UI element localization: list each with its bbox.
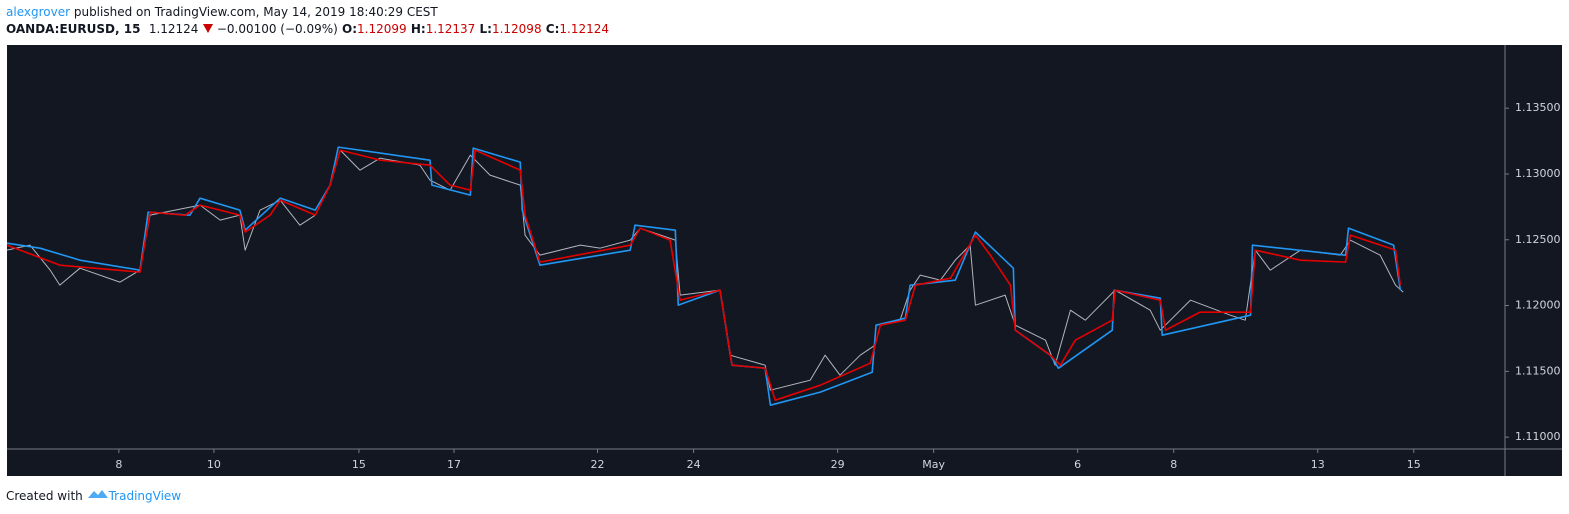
x-tick-label: 13: [1311, 458, 1325, 471]
open: 1.12099: [357, 22, 407, 36]
footer: Created with TradingView: [6, 488, 181, 503]
x-tick-label: 6: [1074, 458, 1081, 471]
x-tick-label: 15: [352, 458, 366, 471]
chart: 1.11000 1.11500 1.12000 1.12500 1.13000 1.135…: [6, 45, 1562, 476]
y-tick-label: 1.13000: [1515, 167, 1561, 180]
x-tick-label: 8: [1170, 458, 1177, 471]
x-tick-label: May: [922, 458, 945, 471]
chart-background: [7, 45, 1562, 476]
x-tick-label: 8: [115, 458, 122, 471]
x-tick-label: 15: [1407, 458, 1421, 471]
y-tick-label: 1.13500: [1515, 101, 1561, 114]
low: 1.12098: [491, 22, 542, 36]
logo: [87, 490, 108, 498]
symbol: OANDA:EURUSD, 15: [6, 22, 141, 36]
x-tick-label: 24: [687, 458, 701, 471]
price-line: [6, 149, 1402, 401]
symbol-bar: OANDA:EURUSD, 15 1.12124 −0.00100 (−0.09…: [6, 22, 609, 36]
y-tick-label: 1.12500: [1515, 233, 1561, 246]
change: −0.00100 (−0.09%): [216, 22, 338, 36]
y-tick-label: 1.12000: [1515, 299, 1561, 312]
published: published on TradingView.com, May 14, 20…: [73, 5, 438, 19]
author[interactable]: alexgrover: [6, 5, 71, 19]
open-label: O:: [342, 22, 358, 36]
created-with: Created with: [6, 489, 83, 503]
price-line: [6, 149, 1404, 391]
x-tick-label: 22: [591, 458, 605, 471]
high: 1.12137: [425, 22, 476, 36]
x-tick-label: 17: [447, 458, 461, 471]
high-label: H:: [410, 22, 426, 36]
last-price: 1.12124: [148, 22, 199, 36]
down-arrow: [202, 24, 213, 33]
low-label: L:: [479, 22, 492, 36]
x-tick-label: 10: [207, 458, 221, 471]
y-tick-label: 1.11500: [1515, 364, 1561, 377]
close: 1.12124: [559, 22, 609, 36]
publish-line: alexgrover published on TradingView.com,…: [6, 5, 438, 19]
x-tick-label: 29: [831, 458, 845, 471]
y-tick-label: 1.11000: [1515, 430, 1561, 443]
brand[interactable]: TradingView: [108, 489, 182, 503]
close-label: C:: [545, 22, 560, 36]
